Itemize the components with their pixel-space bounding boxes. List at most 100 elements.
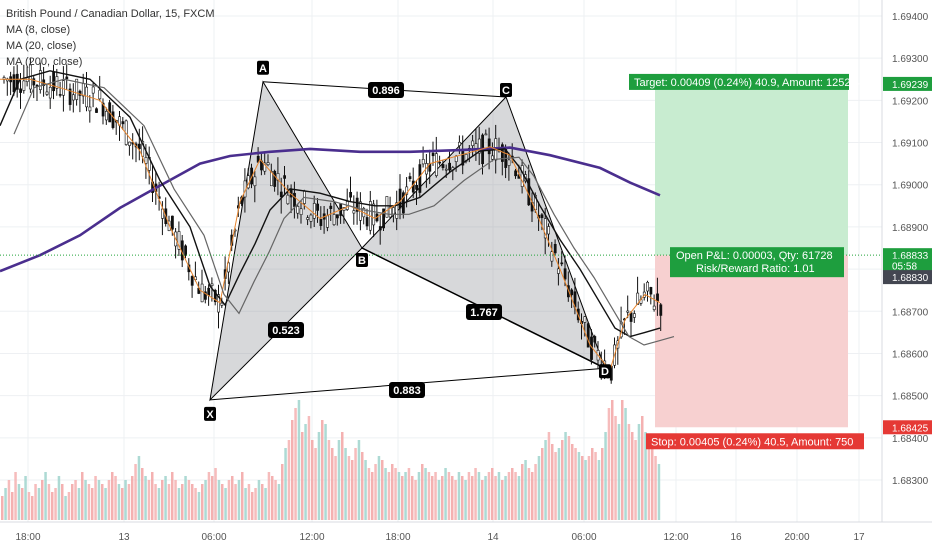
volume-bar [591,448,594,520]
volume-bar [527,468,531,520]
ma20-legend[interactable]: MA (20, close) [6,40,77,52]
volume-bar [334,456,337,520]
candle [128,141,131,146]
volume-bar [511,468,514,520]
candle [306,217,310,220]
volume-bar [447,472,451,520]
y-tick-label: 1.68600 [892,349,929,360]
volume-bar [407,468,411,520]
ma8-line [0,78,661,372]
x-tick-label: 06:00 [201,532,226,543]
volume-bar [281,464,284,520]
volume-bar [414,480,417,520]
candle [418,164,422,193]
volume-bar [587,456,591,520]
volume-bar [34,484,37,520]
volume-bar [331,448,334,520]
ratio-label: 0.896 [368,82,404,98]
ma20-line [0,70,661,338]
price-tag-text: 05:58 [892,262,917,273]
volume-bar [41,480,44,520]
point-label-a: A [257,60,269,75]
chart-legend: British Pound / Canadian Dollar, 15, FXC… [6,6,215,70]
point-label-bg [599,364,611,379]
volume-bar [371,472,374,520]
volume-bar [631,432,634,520]
volume-bar [577,452,581,520]
ratio-label: 0.883 [389,382,425,398]
volume-bar [654,456,657,520]
x-tick-label: 16 [730,532,742,543]
volume-bar [227,480,231,520]
volume-bar [294,408,297,520]
candle [507,159,511,166]
volume-bar [47,484,51,520]
ratio-label-bg [466,304,502,320]
volume-bar [574,448,577,520]
candle [382,208,386,229]
volume-bar [567,436,571,520]
candle [266,162,270,166]
candle [550,251,554,262]
volume-bar [217,480,221,520]
ratio-label-bg [268,322,304,338]
volume-bar [21,488,24,520]
volume-bar [317,432,321,520]
point-label-text: B [358,255,366,267]
stop-label-text: Stop: 0.00405 (0.24%) 40.5, Amount: 750 [651,436,853,448]
candle [144,157,148,164]
candle [636,292,640,305]
volume-bar [427,472,431,520]
candle [121,121,125,125]
candle [283,175,287,179]
candle [312,203,316,219]
volume-bar [337,440,341,520]
volume-bar [594,452,597,520]
volume-bar [187,480,191,520]
candle [388,206,392,218]
candle [484,133,488,136]
ma8-legend[interactable]: MA (8, close) [6,24,71,36]
candle [332,214,336,226]
ma200-legend[interactable]: MA (200, close) [6,56,83,68]
target-label-bg [629,73,849,90]
volume-bar [4,488,7,520]
candle [408,176,412,180]
volume-bar [71,484,74,520]
volume-bar [164,476,167,520]
candle [652,305,656,310]
x-tick-label: 20:00 [784,532,809,543]
candle [365,217,369,227]
volume-bar [537,456,541,520]
volume-bar [424,468,427,520]
volume-bar [287,440,291,520]
volume-bar [627,424,631,520]
candle [421,159,425,165]
volume-bar [444,468,447,520]
candle [217,294,221,313]
volume-bar [421,464,424,520]
candle [656,293,659,302]
volume-bar [514,472,517,520]
volume-bar [171,472,174,520]
volume-bar [534,464,537,520]
volume-bar [544,440,547,520]
volume-bar [394,468,397,520]
candle [329,205,333,209]
candle [190,276,194,286]
volume-bar [471,476,474,520]
volume-bar [461,476,464,520]
volume-bar [404,472,407,520]
volume-bar [257,480,261,520]
x-tick-label: 12:00 [663,532,688,543]
candle [415,184,419,190]
candle [177,231,181,250]
volume-bar [437,480,441,520]
candle [213,289,217,303]
symbol-title[interactable]: British Pound / Canadian Dollar, 15, FXC… [6,8,215,20]
volume-bar [364,460,367,520]
candle [454,155,458,162]
volume-bar [411,476,414,520]
volume-bar [51,492,54,520]
